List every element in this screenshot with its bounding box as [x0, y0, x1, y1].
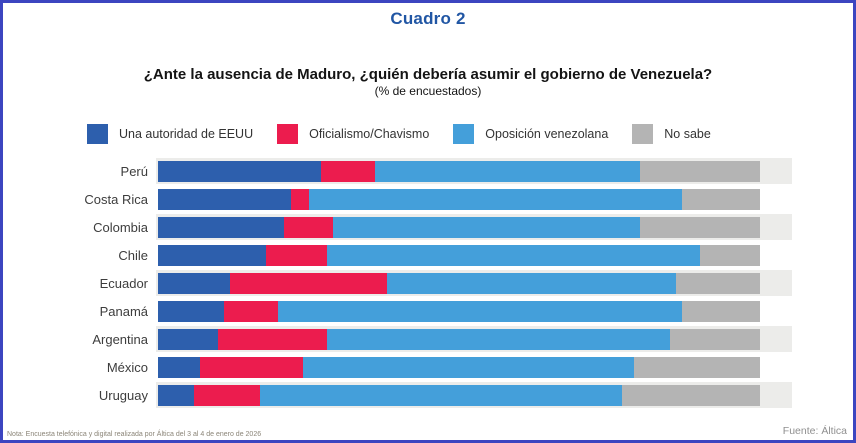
chart-row-ecuador: Ecuador — [3, 269, 853, 297]
plot-area — [156, 381, 792, 409]
chart-row-argentina: Argentina — [3, 325, 853, 353]
stacked-bar — [158, 328, 761, 350]
bar-segment-una-autoridad-de-eeuu — [158, 300, 225, 322]
legend-item-no-sabe: No sabe — [632, 124, 711, 144]
category-label: Uruguay — [98, 387, 148, 403]
legend: Una autoridad de EEUU Oficialismo/Chavism… — [87, 124, 853, 144]
legend-item-una-autoridad-de-eeuu: Una autoridad de EEUU — [87, 124, 253, 144]
stacked-bar — [158, 188, 761, 210]
plot-area — [156, 213, 792, 241]
plot-area — [158, 297, 792, 325]
legend-item-oficialismo-chavismo: Oficialismo/Chavismo — [277, 124, 429, 144]
bar-segment-una-autoridad-de-eeuu — [158, 216, 285, 238]
bar-segment-una-autoridad-de-eeuu — [158, 188, 291, 210]
bar-segment-una-autoridad-de-eeuu — [158, 244, 267, 266]
page-title: Cuadro 2 — [390, 9, 466, 28]
bar-segment-oficialismo-chavismo — [284, 216, 333, 238]
plot-area — [158, 241, 792, 269]
legend-label: Oposición venezolana — [485, 127, 609, 141]
bar-segment-oposicion-venezolana — [374, 160, 640, 182]
category-label: Argentina — [92, 331, 148, 347]
bar-segment-no-sabe — [639, 216, 761, 238]
category-label: Colombia — [93, 219, 148, 235]
plot-area — [158, 185, 792, 213]
stacked-bar — [158, 216, 761, 238]
legend-swatch-oposicion-venezolana — [453, 124, 475, 144]
bar-segment-una-autoridad-de-eeuu — [158, 356, 201, 378]
bar-segment-no-sabe — [621, 384, 761, 406]
bar-segment-oposicion-venezolana — [326, 244, 701, 266]
chart-subtitle: (% de encuestados) — [374, 84, 482, 98]
stacked-bar — [158, 244, 761, 266]
bar-segment-oposicion-venezolana — [326, 328, 670, 350]
bar-segment-oficialismo-chavismo — [290, 188, 309, 210]
stacked-bar — [158, 272, 761, 294]
plot-area — [158, 353, 792, 381]
bar-segment-no-sabe — [639, 160, 761, 182]
legend-item-oposicion-venezolana: Oposición venezolana — [453, 124, 608, 144]
chart-row-costa-rica: Costa Rica — [3, 185, 853, 213]
bar-segment-oposicion-venezolana — [308, 188, 682, 210]
plot-area — [156, 269, 792, 297]
bar-segment-no-sabe — [675, 272, 761, 294]
category-label: Ecuador — [99, 275, 148, 291]
category-label: Panamá — [99, 303, 148, 319]
category-label: México — [106, 359, 148, 375]
bar-segment-oficialismo-chavismo — [320, 160, 375, 182]
category-label: Perú — [120, 163, 148, 179]
bar-segment-oficialismo-chavismo — [224, 300, 279, 322]
stacked-bar — [158, 300, 761, 322]
chart-row-uruguay: Uruguay — [3, 381, 853, 409]
footnote: Nota: Encuesta telefónica y digital real… — [7, 431, 262, 438]
bar-segment-una-autoridad-de-eeuu — [158, 272, 231, 294]
plot-area — [156, 157, 792, 185]
bar-segment-oposicion-venezolana — [332, 216, 640, 238]
bar-segment-oposicion-venezolana — [278, 300, 682, 322]
legend-label: Oficialismo/Chavismo — [309, 127, 430, 141]
bar-segment-oficialismo-chavismo — [200, 356, 303, 378]
plot-area — [156, 325, 792, 353]
chart-row-mexico: México — [3, 353, 853, 381]
stacked-bar — [158, 160, 761, 182]
chart-question-title: ¿Ante la ausencia de Maduro, ¿quién debe… — [143, 66, 713, 83]
bar-segment-oficialismo-chavismo — [218, 328, 327, 350]
bar-segment-una-autoridad-de-eeuu — [158, 384, 195, 406]
bar-segment-oposicion-venezolana — [260, 384, 622, 406]
legend-swatch-no-sabe — [632, 124, 654, 144]
stacked-bar — [158, 384, 761, 406]
stacked-bar-chart: Perú Costa Rica Colombia Chile Ecuador Panamá… — [3, 157, 853, 409]
legend-swatch-una-autoridad-de-eeuu — [87, 124, 108, 144]
bar-segment-no-sabe — [669, 328, 761, 350]
bar-segment-oficialismo-chavismo — [194, 384, 261, 406]
chart-row-chile: Chile — [3, 241, 853, 269]
bar-segment-no-sabe — [700, 244, 761, 266]
bar-segment-oposicion-venezolana — [302, 356, 634, 378]
chart-row-colombia: Colombia — [3, 213, 853, 241]
bar-segment-oficialismo-chavismo — [266, 244, 327, 266]
legend-swatch-oficialismo-chavismo — [277, 124, 299, 144]
bar-segment-una-autoridad-de-eeuu — [158, 160, 321, 182]
bar-segment-una-autoridad-de-eeuu — [158, 328, 219, 350]
bar-segment-no-sabe — [681, 300, 761, 322]
category-label: Costa Rica — [84, 191, 148, 207]
chart-row-panama: Panamá — [3, 297, 853, 325]
bar-segment-oficialismo-chavismo — [230, 272, 387, 294]
category-label: Chile — [118, 247, 148, 263]
stacked-bar — [158, 356, 761, 378]
bar-segment-oposicion-venezolana — [386, 272, 676, 294]
chart-row-peru: Perú — [3, 157, 853, 185]
legend-label: No sabe — [664, 127, 711, 141]
bar-segment-no-sabe — [681, 188, 761, 210]
bar-segment-no-sabe — [633, 356, 761, 378]
legend-label: Una autoridad de EEUU — [119, 127, 254, 141]
source-credit: Fuente: Áltica — [782, 425, 847, 437]
